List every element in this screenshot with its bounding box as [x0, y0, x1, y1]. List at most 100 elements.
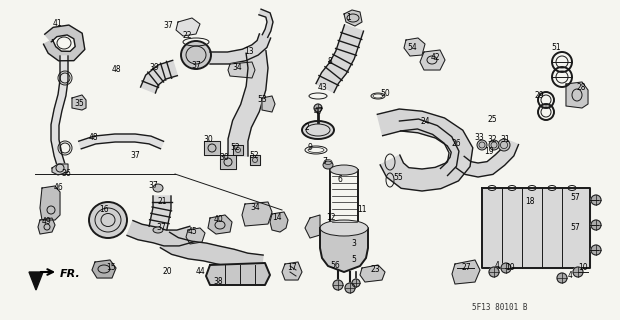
Text: 3: 3	[352, 239, 356, 249]
Polygon shape	[270, 212, 288, 232]
Ellipse shape	[330, 223, 358, 233]
Text: 4: 4	[567, 271, 572, 281]
Polygon shape	[38, 218, 55, 234]
Text: 24: 24	[420, 117, 430, 126]
Text: 36: 36	[61, 170, 71, 179]
Text: 11: 11	[357, 205, 367, 214]
Text: 38: 38	[213, 277, 223, 286]
Text: 9: 9	[308, 143, 312, 153]
Text: 30: 30	[219, 154, 229, 163]
Text: 6: 6	[337, 175, 342, 185]
Text: 47: 47	[313, 108, 323, 116]
Polygon shape	[176, 18, 200, 36]
Polygon shape	[320, 228, 368, 272]
Text: 53: 53	[257, 95, 267, 105]
Polygon shape	[378, 109, 473, 191]
Text: 41: 41	[52, 20, 62, 28]
Text: 48: 48	[88, 133, 98, 142]
FancyArrow shape	[29, 272, 43, 290]
Text: 27: 27	[461, 263, 471, 273]
Circle shape	[333, 280, 343, 290]
Text: 57: 57	[570, 194, 580, 203]
Polygon shape	[360, 265, 385, 282]
Text: 4: 4	[495, 261, 500, 270]
Circle shape	[557, 273, 567, 283]
Text: 40: 40	[213, 215, 223, 225]
Text: 28: 28	[576, 84, 586, 92]
Text: 14: 14	[272, 213, 282, 222]
Polygon shape	[420, 50, 445, 70]
Text: 7: 7	[322, 157, 327, 166]
Text: 1: 1	[347, 13, 352, 22]
Polygon shape	[404, 38, 425, 56]
Text: 37: 37	[156, 222, 166, 231]
Text: 21: 21	[157, 197, 167, 206]
Text: 55: 55	[393, 173, 403, 182]
Polygon shape	[206, 263, 270, 285]
Text: 50: 50	[380, 89, 390, 98]
Polygon shape	[482, 188, 590, 268]
Text: 30: 30	[203, 135, 213, 145]
Circle shape	[591, 220, 601, 230]
Polygon shape	[51, 56, 68, 169]
Polygon shape	[228, 51, 268, 156]
Text: 42: 42	[430, 53, 440, 62]
Text: 32: 32	[487, 135, 497, 145]
Text: 57: 57	[570, 223, 580, 233]
Text: 44: 44	[195, 268, 205, 276]
Polygon shape	[220, 155, 236, 169]
Text: 12: 12	[326, 213, 336, 222]
Text: 35: 35	[74, 100, 84, 108]
Circle shape	[573, 267, 583, 277]
Ellipse shape	[320, 220, 368, 236]
Text: 16: 16	[99, 205, 109, 214]
Polygon shape	[259, 9, 273, 37]
Circle shape	[352, 279, 360, 287]
Text: 22: 22	[182, 31, 192, 41]
Text: 8: 8	[327, 58, 332, 67]
Polygon shape	[43, 25, 85, 61]
Text: 15: 15	[106, 263, 116, 273]
Polygon shape	[262, 96, 275, 112]
Circle shape	[489, 140, 499, 150]
Polygon shape	[186, 228, 205, 244]
Circle shape	[591, 245, 601, 255]
Polygon shape	[456, 140, 518, 177]
Text: 19: 19	[484, 148, 494, 156]
Text: 39: 39	[149, 63, 159, 73]
Polygon shape	[40, 186, 60, 220]
Polygon shape	[233, 145, 243, 155]
Polygon shape	[149, 196, 171, 230]
Text: 25: 25	[487, 116, 497, 124]
Text: 48: 48	[111, 66, 121, 75]
Text: 54: 54	[407, 43, 417, 52]
Circle shape	[498, 139, 510, 151]
Ellipse shape	[181, 41, 211, 69]
Circle shape	[314, 104, 322, 112]
Text: 52: 52	[230, 143, 240, 153]
Polygon shape	[228, 62, 255, 78]
Ellipse shape	[323, 161, 333, 169]
Text: 52: 52	[249, 151, 259, 161]
Text: 37: 37	[130, 151, 140, 161]
Text: 26: 26	[451, 139, 461, 148]
Polygon shape	[344, 10, 362, 26]
Polygon shape	[316, 25, 363, 92]
Ellipse shape	[302, 121, 334, 139]
Polygon shape	[204, 141, 220, 155]
Polygon shape	[127, 220, 194, 246]
Text: 29: 29	[534, 92, 544, 100]
Circle shape	[477, 140, 487, 150]
Circle shape	[489, 267, 499, 277]
Text: 33: 33	[474, 133, 484, 142]
Text: FR.: FR.	[60, 269, 81, 279]
Polygon shape	[282, 262, 302, 280]
Circle shape	[591, 195, 601, 205]
Polygon shape	[250, 155, 260, 165]
Polygon shape	[52, 164, 68, 175]
Text: 2: 2	[304, 124, 309, 132]
Text: 34: 34	[232, 63, 242, 73]
Circle shape	[345, 283, 355, 293]
Polygon shape	[79, 134, 164, 149]
Text: 37: 37	[163, 20, 173, 29]
